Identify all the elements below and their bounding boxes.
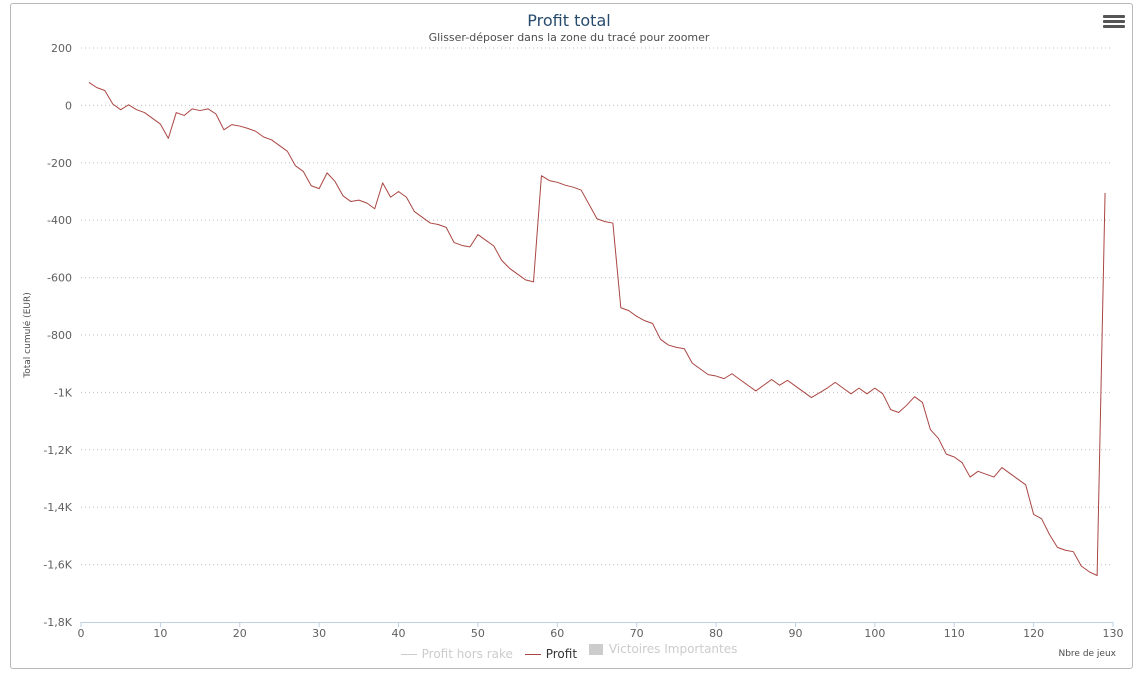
y-tick-label: -800 — [47, 329, 72, 342]
hamburger-menu-icon[interactable] — [1103, 15, 1125, 33]
x-tick-label: 110 — [944, 627, 965, 640]
x-tick-label: 80 — [709, 627, 723, 640]
chart-title: Profit total — [527, 11, 611, 30]
legend-label: Profit hors rake — [421, 647, 513, 661]
y-tick-label: -1,4K — [43, 501, 72, 514]
y-tick-label: -1K — [54, 386, 73, 399]
legend-item-profit-hors-rake[interactable]: Profit hors rake — [400, 647, 513, 661]
legend-label: Profit — [545, 647, 578, 661]
x-tick-label: 20 — [233, 627, 247, 640]
y-tick-label: -200 — [47, 157, 72, 170]
y-tick-label: -400 — [47, 214, 72, 227]
x-tick-label: 130 — [1103, 627, 1124, 640]
legend-item-profit[interactable]: Profit — [524, 647, 578, 661]
legend-line-icon — [400, 653, 417, 655]
legend-line-icon — [524, 653, 541, 655]
y-tick-label: -600 — [47, 272, 72, 285]
y-axis-title: Total cumulé (EUR) — [22, 292, 33, 378]
x-tick-label: 90 — [788, 627, 802, 640]
x-tick-label: 100 — [864, 627, 885, 640]
x-tick-label: 40 — [392, 627, 406, 640]
x-tick-label: 120 — [1023, 627, 1044, 640]
x-tick-label: 50 — [471, 627, 485, 640]
y-tick-label: 200 — [51, 42, 72, 55]
x-tick-label: 0 — [78, 627, 85, 640]
x-tick-label: 60 — [550, 627, 564, 640]
legend-box-icon — [588, 643, 603, 655]
chart-subtitle: Glisser-déposer dans la zone du tracé po… — [428, 31, 710, 44]
chart-container — [10, 3, 1133, 669]
y-tick-label: -1,6K — [43, 559, 72, 572]
y-tick-label: 0 — [65, 99, 72, 112]
x-tick-label: 30 — [312, 627, 326, 640]
x-tick-label: 10 — [153, 627, 167, 640]
legend-label: Victoires Importantes — [608, 642, 738, 656]
chart-legend: Profit hors rake Profit Victoires Import… — [0, 642, 1138, 661]
x-tick-label: 70 — [630, 627, 644, 640]
series-line-profit[interactable] — [88, 82, 1106, 577]
y-tick-label: -1,2K — [43, 444, 72, 457]
legend-item-victoires-importantes[interactable]: Victoires Importantes — [588, 642, 738, 656]
x-axis-title: Nbre de jeux — [1058, 649, 1116, 659]
y-tick-label: -1,8K — [43, 616, 72, 629]
